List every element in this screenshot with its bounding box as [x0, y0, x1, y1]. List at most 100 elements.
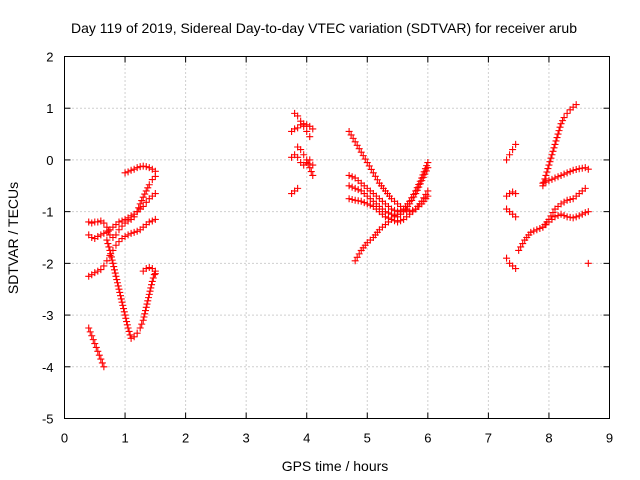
data-point [105, 243, 113, 251]
data-point [91, 269, 99, 277]
data-point [419, 173, 427, 181]
data-point [551, 174, 559, 182]
data-series [345, 164, 432, 221]
data-point [412, 190, 420, 198]
data-point [403, 206, 411, 214]
x-tick-label: 3 [243, 431, 250, 446]
data-point [95, 351, 103, 359]
data-point [533, 226, 541, 234]
data-point [512, 213, 520, 221]
data-point [560, 114, 568, 122]
data-point [348, 173, 356, 181]
x-axis-label: GPS time / hours [282, 458, 389, 474]
data-point [122, 314, 130, 322]
data-point [114, 282, 122, 290]
data-point [548, 151, 556, 159]
data-series [85, 324, 108, 371]
data-point [566, 168, 574, 176]
data-series [503, 140, 520, 164]
data-point [139, 316, 147, 324]
data-point [144, 297, 152, 305]
data-point [100, 262, 108, 270]
data-point [509, 188, 517, 196]
data-point [415, 183, 423, 191]
data-point [300, 122, 308, 130]
data-point [581, 164, 589, 172]
data-point [294, 184, 302, 192]
x-tick-labels: 0 1 2 3 4 5 6 7 8 9 [61, 431, 613, 446]
data-point [123, 318, 131, 326]
data-point [130, 228, 138, 236]
data-series [103, 236, 159, 342]
data-point [557, 120, 565, 128]
data-series [291, 109, 314, 141]
data-point [345, 195, 353, 203]
data-point [110, 263, 118, 271]
data-series [351, 205, 408, 265]
data-point [151, 167, 159, 175]
data-series [288, 120, 317, 135]
data-point [418, 177, 426, 185]
data-point [138, 197, 146, 205]
data-point [145, 290, 153, 298]
data-point [309, 171, 317, 179]
data-point [112, 241, 120, 249]
data-point [142, 163, 150, 171]
data-point [503, 254, 511, 262]
data-point [141, 307, 149, 315]
data-series [85, 172, 159, 241]
data-point [142, 265, 150, 273]
data-points [85, 101, 592, 371]
data-point [123, 321, 131, 329]
data-point [98, 359, 106, 367]
data-point [554, 130, 562, 138]
data-series [85, 190, 159, 243]
data-point [366, 201, 374, 209]
data-point [143, 300, 151, 308]
data-point [546, 158, 554, 166]
data-point [151, 270, 159, 278]
data-point [581, 209, 589, 217]
data-series [584, 259, 592, 267]
data-point [145, 294, 153, 302]
data-point [97, 231, 105, 239]
data-point [148, 277, 156, 285]
data-point [125, 327, 133, 335]
y-tick-label: 2 [46, 50, 53, 65]
data-point [138, 320, 146, 328]
data-point [503, 156, 511, 164]
data-series [288, 151, 317, 169]
data-point [578, 210, 586, 218]
data-point [145, 181, 153, 189]
data-point [115, 218, 123, 226]
data-point [112, 272, 120, 280]
data-point [151, 190, 159, 198]
data-point [294, 153, 302, 161]
data-point [150, 271, 158, 279]
data-point [135, 204, 143, 212]
data-series [539, 208, 592, 231]
data-point [112, 231, 120, 239]
data-point [527, 228, 535, 236]
data-point [309, 125, 317, 133]
data-point [142, 303, 150, 311]
data-point [119, 301, 127, 309]
data-point [151, 215, 159, 223]
data-point [345, 171, 353, 179]
data-point [113, 279, 121, 287]
data-point [544, 165, 552, 173]
data-point [572, 213, 580, 221]
data-point [148, 281, 156, 289]
data-point [554, 173, 562, 181]
data-point [141, 310, 149, 318]
x-tick-label: 0 [61, 431, 68, 446]
data-point [142, 198, 150, 206]
data-point [547, 154, 555, 162]
x-tick-label: 1 [121, 431, 128, 446]
data-point [124, 231, 132, 239]
data-point [139, 202, 147, 210]
data-point [85, 218, 93, 226]
data-point [107, 250, 115, 258]
data-point [97, 355, 105, 363]
data-point [108, 256, 116, 264]
